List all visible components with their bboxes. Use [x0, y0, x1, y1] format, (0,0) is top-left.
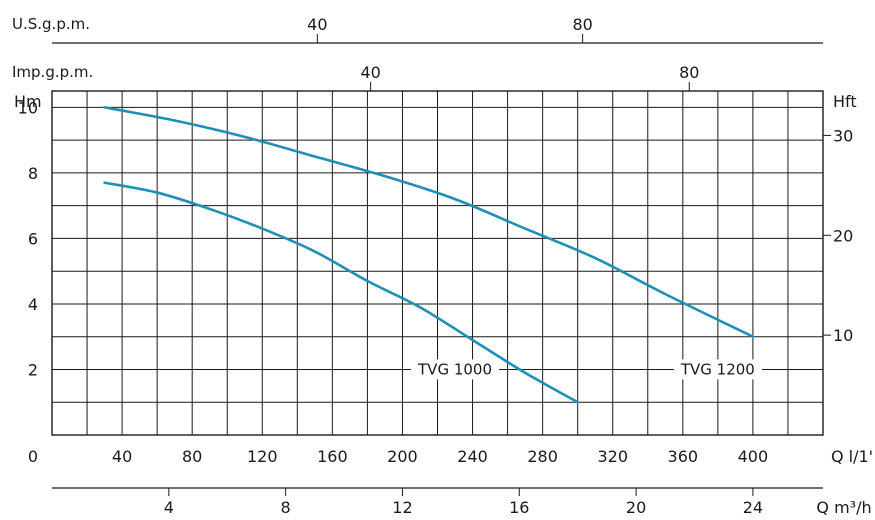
tvg-1200-curve [103, 106, 755, 339]
right-tick-label: 10 [833, 326, 853, 345]
usgpm-tick-label: 40 [307, 15, 327, 34]
left-tick-label: 6 [28, 229, 38, 248]
right-tick-label: 20 [833, 226, 853, 245]
left-tick-label: 8 [28, 164, 38, 183]
x-tick-label: 400 [738, 447, 769, 466]
chart-curves [103, 106, 755, 404]
x-tick-label: 40 [112, 447, 132, 466]
x-tick-label: 240 [457, 447, 488, 466]
x-tick-label: 320 [597, 447, 628, 466]
impgpm-tick-label: 40 [360, 63, 380, 82]
m3h-axis-label: Q m³/h [816, 498, 871, 517]
left-tick-label: 0 [28, 447, 38, 466]
usgpm-axis-label: U.S.g.p.m. [12, 15, 90, 33]
left-tick-label: 10 [18, 98, 38, 117]
x-tick-label: 160 [317, 447, 348, 466]
m3h-tick-label: 20 [626, 498, 646, 517]
impgpm-tick-label: 80 [679, 63, 699, 82]
x-tick-label: 80 [182, 447, 202, 466]
left-tick-label: 2 [28, 360, 38, 379]
chart-scales [52, 34, 831, 496]
curve-label-bg [673, 359, 762, 380]
chart-grid [51, 90, 824, 436]
tvg-1200-label: TVG 1200 [680, 360, 755, 378]
m3h-tick-label: 4 [164, 498, 174, 517]
plot-frame [51, 90, 824, 436]
m3h-tick-label: 16 [509, 498, 529, 517]
impgpm-axis-label: Imp.g.p.m. [12, 63, 93, 81]
right-tick-label: 30 [833, 126, 853, 145]
tvg-1000-label: TVG 1000 [417, 360, 492, 378]
x-tick-label: 360 [668, 447, 699, 466]
m3h-tick-label: 12 [392, 498, 412, 517]
right-axis-label: Hft [833, 92, 857, 111]
left-axis-label: Hm [14, 92, 42, 111]
usgpm-tick-label: 80 [572, 15, 592, 34]
m3h-tick-label: 8 [281, 498, 291, 517]
curve-label-bg [411, 359, 500, 380]
x-tick-label: 200 [387, 447, 418, 466]
left-tick-label: 4 [28, 295, 38, 314]
tvg-1000-curve [103, 181, 579, 404]
x-tick-label: 280 [527, 447, 558, 466]
x-axis-label: Q l/1' [831, 447, 873, 466]
m3h-tick-label: 24 [743, 498, 763, 517]
x-tick-label: 120 [247, 447, 278, 466]
